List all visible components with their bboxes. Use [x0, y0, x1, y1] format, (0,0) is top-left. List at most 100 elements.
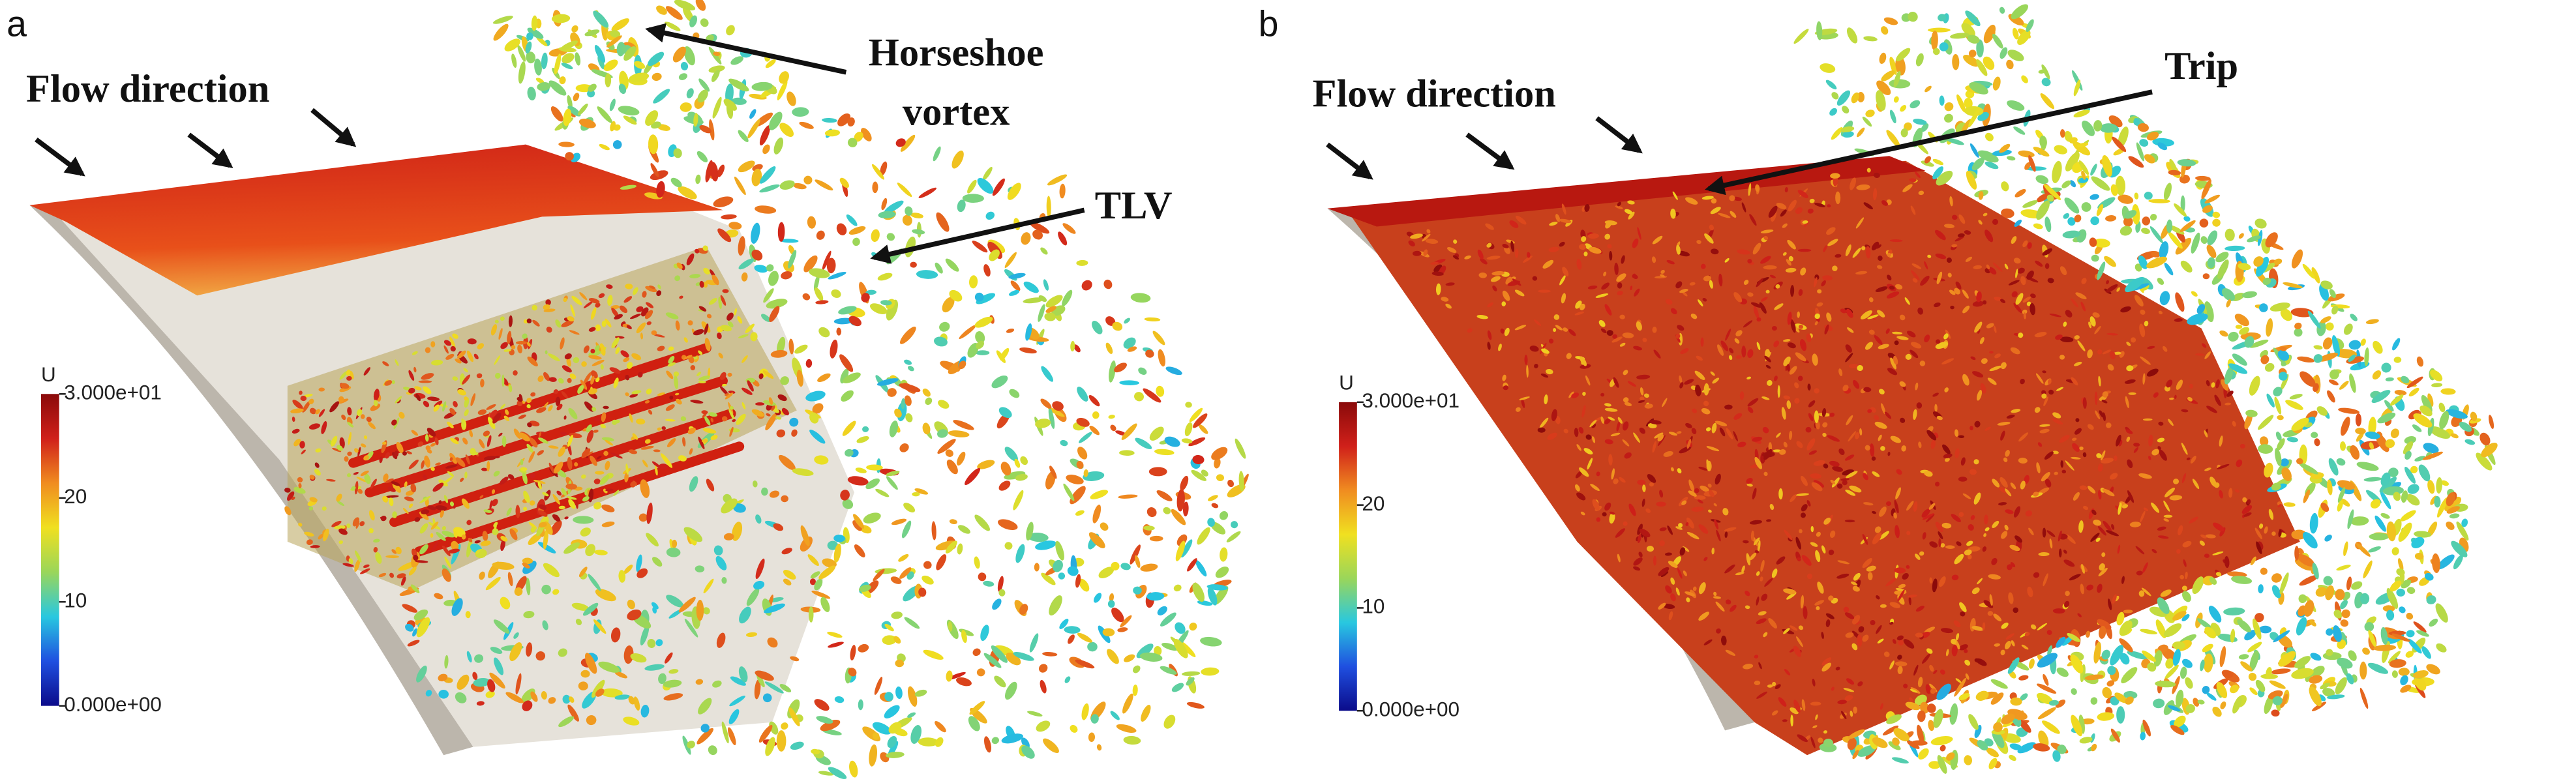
vortex-blob: [1848, 431, 1857, 442]
vortex-blob: [752, 480, 758, 488]
vortex-blob: [2027, 242, 2032, 249]
vortex-blob: [2146, 132, 2159, 141]
vortex-blob: [2026, 19, 2034, 33]
vortex-blob: [1958, 435, 1965, 439]
vortex-blob: [1464, 255, 1471, 259]
vortex-blob: [712, 96, 722, 119]
vortex-blob: [2089, 237, 2097, 247]
vortex-blob: [1583, 448, 1593, 455]
vortex-blob: [2070, 654, 2084, 673]
vortex-blob: [2017, 267, 2025, 274]
vortex-blob: [837, 113, 851, 126]
vortex-blob: [2271, 709, 2280, 717]
vortex-blob: [636, 554, 642, 572]
vortex-blob: [603, 406, 609, 409]
vortex-blob: [395, 359, 399, 366]
vortex-blob: [976, 668, 985, 677]
vortex-blob: [1919, 361, 1926, 366]
vortex-blob: [1999, 47, 2008, 59]
vortex-blob: [904, 395, 912, 406]
vortex-blob: [839, 177, 849, 188]
vortex-blob: [2335, 677, 2347, 694]
vortex-blob: [2015, 293, 2024, 305]
vortex-blob: [595, 324, 601, 332]
vortex-blob: [1029, 633, 1039, 653]
vortex-blob: [1718, 273, 1723, 287]
vortex-blob: [373, 389, 380, 401]
vortex-blob: [1978, 220, 1983, 225]
vortex-blob: [583, 372, 592, 384]
vortex-blob: [1734, 338, 1740, 344]
vortex-blob: [2244, 336, 2254, 348]
vortex-blob: [646, 321, 652, 325]
vortex-blob: [2065, 534, 2076, 544]
vortex-blob: [1563, 428, 1568, 434]
vortex-blob: [898, 554, 909, 562]
vortex-blob: [1784, 187, 1788, 193]
vortex-blob: [738, 666, 748, 683]
vortex-blob: [2224, 228, 2235, 241]
vortex-blob: [466, 651, 472, 663]
vortex-blob: [1823, 739, 1834, 748]
vortex-blob: [1969, 426, 1973, 431]
vortex-blob: [601, 437, 614, 442]
vortex-blob: [1782, 252, 1787, 256]
vortex-blob: [500, 404, 505, 409]
vortex-blob: [2329, 289, 2337, 299]
colorbar: [40, 394, 59, 706]
vortex-blob: [1886, 130, 1900, 148]
vortex-blob: [513, 370, 518, 376]
vortex-blob: [1604, 502, 1611, 511]
vortex-blob: [1715, 421, 1728, 426]
vortex-blob: [413, 555, 419, 561]
vortex-blob: [2069, 574, 2081, 581]
vortex-blob: [473, 677, 491, 687]
vortex-blob: [815, 179, 833, 191]
vortex-blob: [2377, 412, 2396, 424]
vortex-blob: [738, 160, 755, 173]
vortex-blob: [1806, 438, 1816, 451]
vortex-blob: [1898, 584, 1906, 589]
vortex-blob: [2386, 610, 2395, 621]
vortex-blob: [2163, 623, 2182, 638]
vortex-blob: [2371, 390, 2391, 404]
vortex-blob: [880, 161, 888, 176]
vortex-blob: [755, 205, 777, 214]
vortex-blob: [812, 403, 824, 414]
vortex-blob: [492, 16, 513, 24]
vortex-blob: [1879, 531, 1889, 540]
vortex-blob: [391, 549, 397, 554]
vortex-blob: [630, 314, 641, 319]
vortex-blob: [1197, 600, 1213, 606]
vortex-blob: [1849, 485, 1862, 493]
vortex-blob: [1156, 490, 1173, 501]
vortex-blob: [614, 419, 620, 424]
vortex-blob: [2380, 472, 2391, 486]
vortex-blob: [1013, 651, 1034, 661]
vortex-blob: [1760, 256, 1771, 264]
vortex-blob: [1797, 376, 1803, 381]
vortex-blob: [581, 474, 586, 479]
vortex-blob: [2380, 491, 2391, 510]
vortex-blob: [452, 333, 458, 339]
vortex-blob: [582, 495, 590, 502]
vortex-blob: [537, 82, 551, 91]
vortex-blob: [457, 674, 470, 690]
vortex-blob: [2177, 159, 2196, 167]
vortex-blob: [1189, 407, 1203, 422]
vortex-blob: [1906, 331, 1916, 338]
vortex-blob: [2039, 136, 2047, 149]
vortex-blob: [534, 58, 542, 76]
vortex-blob: [415, 393, 421, 402]
vortex-blob: [2088, 486, 2096, 494]
vortex-blob: [1877, 310, 1885, 318]
vortex-blob: [2036, 683, 2057, 694]
vortex-blob: [578, 567, 588, 578]
vortex-blob: [2214, 394, 2221, 406]
vortex-blob: [779, 180, 795, 190]
vortex-blob: [445, 464, 458, 469]
vortex-blob: [2382, 605, 2395, 612]
vortex-blob: [2120, 306, 2131, 313]
vortex-blob: [1845, 344, 1852, 353]
vortex-blob: [2211, 382, 2215, 388]
